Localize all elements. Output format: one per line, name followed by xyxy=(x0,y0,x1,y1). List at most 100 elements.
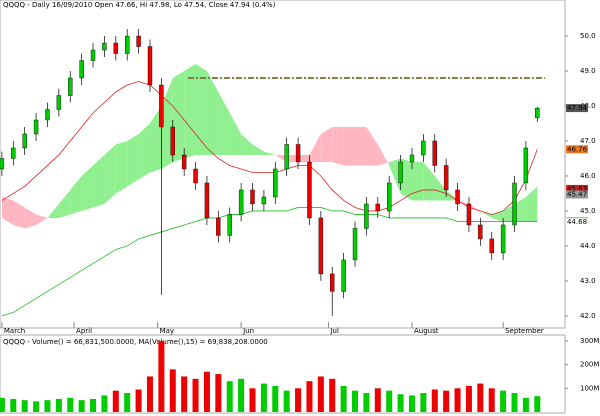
candle-body xyxy=(364,203,369,229)
volume-bar xyxy=(295,388,302,412)
candle-body xyxy=(193,168,198,184)
volume-bar xyxy=(44,400,51,412)
cloud xyxy=(161,78,173,169)
cloud xyxy=(332,126,344,166)
candle-body xyxy=(250,189,255,205)
candle-body xyxy=(11,147,16,159)
candle-body xyxy=(90,49,96,61)
x-tick-label: March xyxy=(4,327,25,335)
cloud xyxy=(93,154,105,208)
cloud xyxy=(514,196,526,222)
x-tick-label: September xyxy=(505,327,544,335)
cloud xyxy=(229,112,242,155)
volume-bar xyxy=(249,388,256,412)
chart-title: QQQQ - Daily 16/09/2010 Open 47.66, Hi 4… xyxy=(3,1,276,9)
price-tag xyxy=(566,218,588,227)
candle-body xyxy=(341,259,346,292)
candle-body xyxy=(147,46,153,86)
x-tick-label: May xyxy=(160,327,174,335)
candle-body xyxy=(318,217,324,275)
cloud xyxy=(389,158,401,194)
volume-bar xyxy=(55,398,62,412)
cloud xyxy=(138,123,150,180)
price-tag-label: 46.76 xyxy=(567,145,588,153)
y-tick-label: 50.0 xyxy=(580,32,596,40)
y-tick-label: 47.0 xyxy=(580,137,596,145)
cloud xyxy=(184,64,196,159)
price-tag-label: 47.94 xyxy=(567,104,588,112)
cloud xyxy=(503,203,515,222)
volume-bar xyxy=(500,390,507,412)
candle-body xyxy=(261,196,267,205)
cloud xyxy=(286,154,299,162)
candle-body xyxy=(0,158,5,170)
candle-body xyxy=(204,182,210,219)
cloud xyxy=(36,214,48,225)
cloud xyxy=(446,189,458,201)
y-tick-label: 42.0 xyxy=(580,312,596,320)
volume-bar xyxy=(78,400,85,412)
cloud xyxy=(423,161,435,201)
candle-body xyxy=(455,189,460,205)
x-tick-label: August xyxy=(414,327,439,335)
volume-bar xyxy=(272,385,279,412)
price-tag xyxy=(566,184,588,193)
candle-body xyxy=(216,217,221,236)
volume-bar xyxy=(465,385,472,412)
candle-body xyxy=(238,189,244,215)
candle-body xyxy=(489,238,494,254)
volume-tick-label: 100M xyxy=(580,384,599,392)
volume-bar xyxy=(101,395,108,412)
volume-bar xyxy=(443,390,450,412)
volume-bar xyxy=(488,388,495,412)
price-panel xyxy=(0,0,566,329)
volume-bar xyxy=(181,376,188,412)
cloud xyxy=(400,158,412,201)
volume-bar xyxy=(283,390,290,412)
x-tick-label: Jun xyxy=(242,327,254,335)
volume-tick-label: 300M xyxy=(580,337,599,345)
candle-body xyxy=(170,126,175,156)
candle-body xyxy=(273,168,278,198)
volume-bar xyxy=(306,381,313,412)
candle-body xyxy=(375,203,381,212)
cloud xyxy=(263,151,276,155)
cloud xyxy=(480,210,492,218)
cloud xyxy=(172,71,185,162)
price-tag-label: 45.47 xyxy=(567,191,587,199)
volume-bar xyxy=(420,393,427,412)
cloud xyxy=(252,144,264,155)
volume-bar xyxy=(238,378,245,412)
volume-bar xyxy=(352,390,359,412)
cloud xyxy=(275,154,287,162)
candle-body xyxy=(386,182,392,212)
x-tick-label: April xyxy=(76,327,92,335)
candle-body xyxy=(421,140,426,156)
candle-body xyxy=(500,224,506,254)
volume-bar xyxy=(203,371,210,412)
volume-bar xyxy=(21,400,28,412)
candle-body xyxy=(466,203,472,226)
cloud xyxy=(70,175,82,215)
cloud xyxy=(195,64,207,155)
cloud xyxy=(241,133,253,155)
volume-bar xyxy=(317,376,324,412)
volume-bar xyxy=(112,390,119,412)
volume-bar xyxy=(386,390,393,412)
cloud xyxy=(149,106,162,173)
candle-body xyxy=(307,161,312,219)
volume-bar xyxy=(158,340,165,412)
cloud xyxy=(13,200,25,229)
volume-bar xyxy=(192,378,199,412)
price-tag xyxy=(566,145,588,154)
candle-body xyxy=(330,273,335,292)
volume-bar xyxy=(260,383,267,412)
candle-body xyxy=(535,107,540,119)
volume-bar xyxy=(363,393,370,412)
cloud xyxy=(355,126,367,166)
cloud xyxy=(47,203,59,218)
cloud xyxy=(320,126,333,162)
volume-bar xyxy=(135,389,142,412)
price-tag xyxy=(566,190,588,199)
cloud xyxy=(434,175,447,201)
